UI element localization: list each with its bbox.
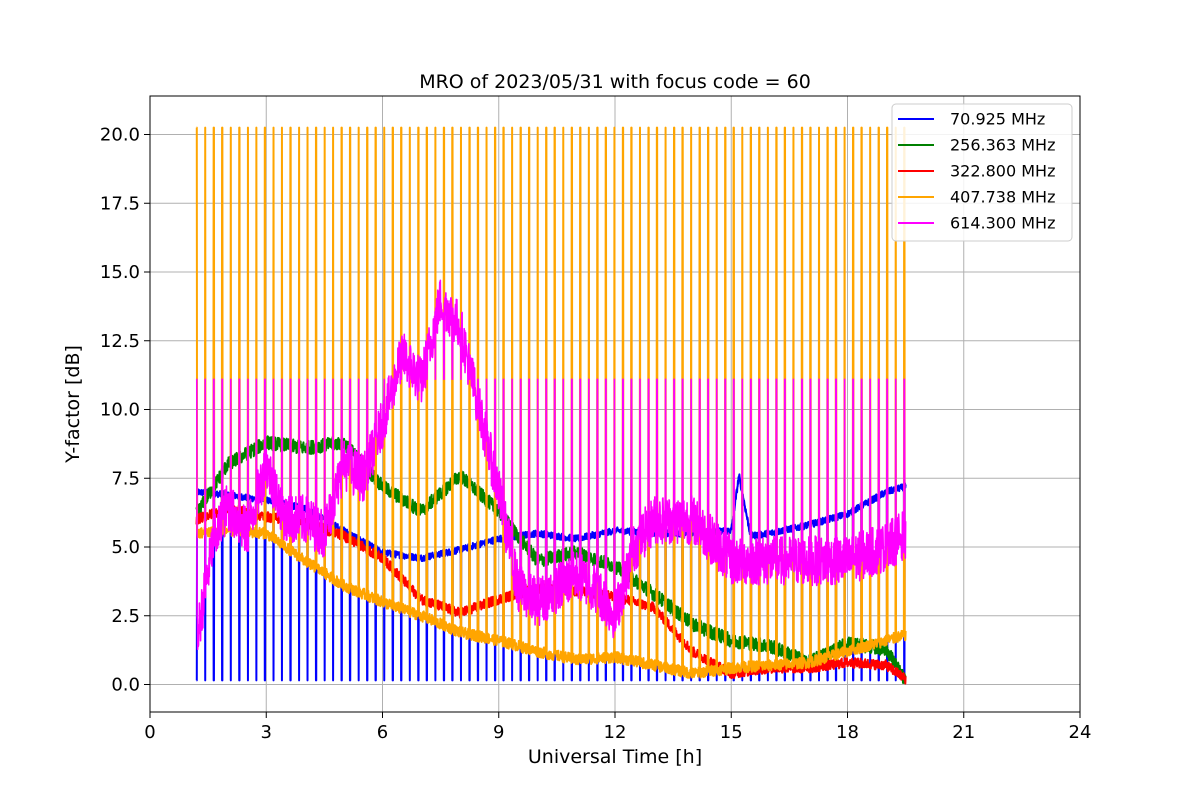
series-line-4 [195,126,907,679]
y-tick-label: 7.5 [111,468,140,489]
y-tick-label: 20.0 [100,125,140,146]
y-tick-label: 10.0 [100,400,140,421]
legend: 70.925 MHz 256.363 MHz 322.800 MHz 407.738 … [891,103,1073,242]
x-tick-label: 6 [377,722,388,743]
series-line-2 [195,435,907,684]
series-line-5 [195,279,907,651]
y-tick-label: 15.0 [100,262,140,283]
x-tick-label: 24 [1069,722,1092,743]
x-tick-label: 18 [836,722,859,743]
chart-title: MRO of 2023/05/31 with focus code = 60 [419,71,811,93]
y-axis-title: Y-factor [dB] [62,345,84,464]
axis-ticks: 0 3 6 9 12 15 18 21 24 0.0 2.5 5.0 7.5 10.0 12.5 15.0 17… [100,125,1092,744]
x-tick-label: 12 [604,722,627,743]
legend-box [891,103,1073,242]
y-tick-label: 12.5 [100,331,140,352]
legend-label: 322.800 MHz [950,162,1055,181]
legend-label: 614.300 MHz [950,214,1055,233]
legend-label: 256.363 MHz [950,136,1055,155]
x-tick-label: 9 [493,722,504,743]
legend-label: 407.738 MHz [950,188,1055,207]
y-tick-label: 0.0 [111,675,140,696]
y-tick-label: 5.0 [111,537,140,558]
series-lines [195,126,907,685]
x-tick-label: 15 [720,722,743,743]
y-tick-label: 2.5 [111,606,140,627]
x-axis-title: Universal Time [h] [528,746,702,768]
x-tick-label: 0 [144,722,155,743]
x-tick-label: 21 [952,722,975,743]
x-tick-label: 3 [261,722,272,743]
legend-label: 70.925 MHz [950,110,1045,129]
y-tick-label: 17.5 [100,193,140,214]
